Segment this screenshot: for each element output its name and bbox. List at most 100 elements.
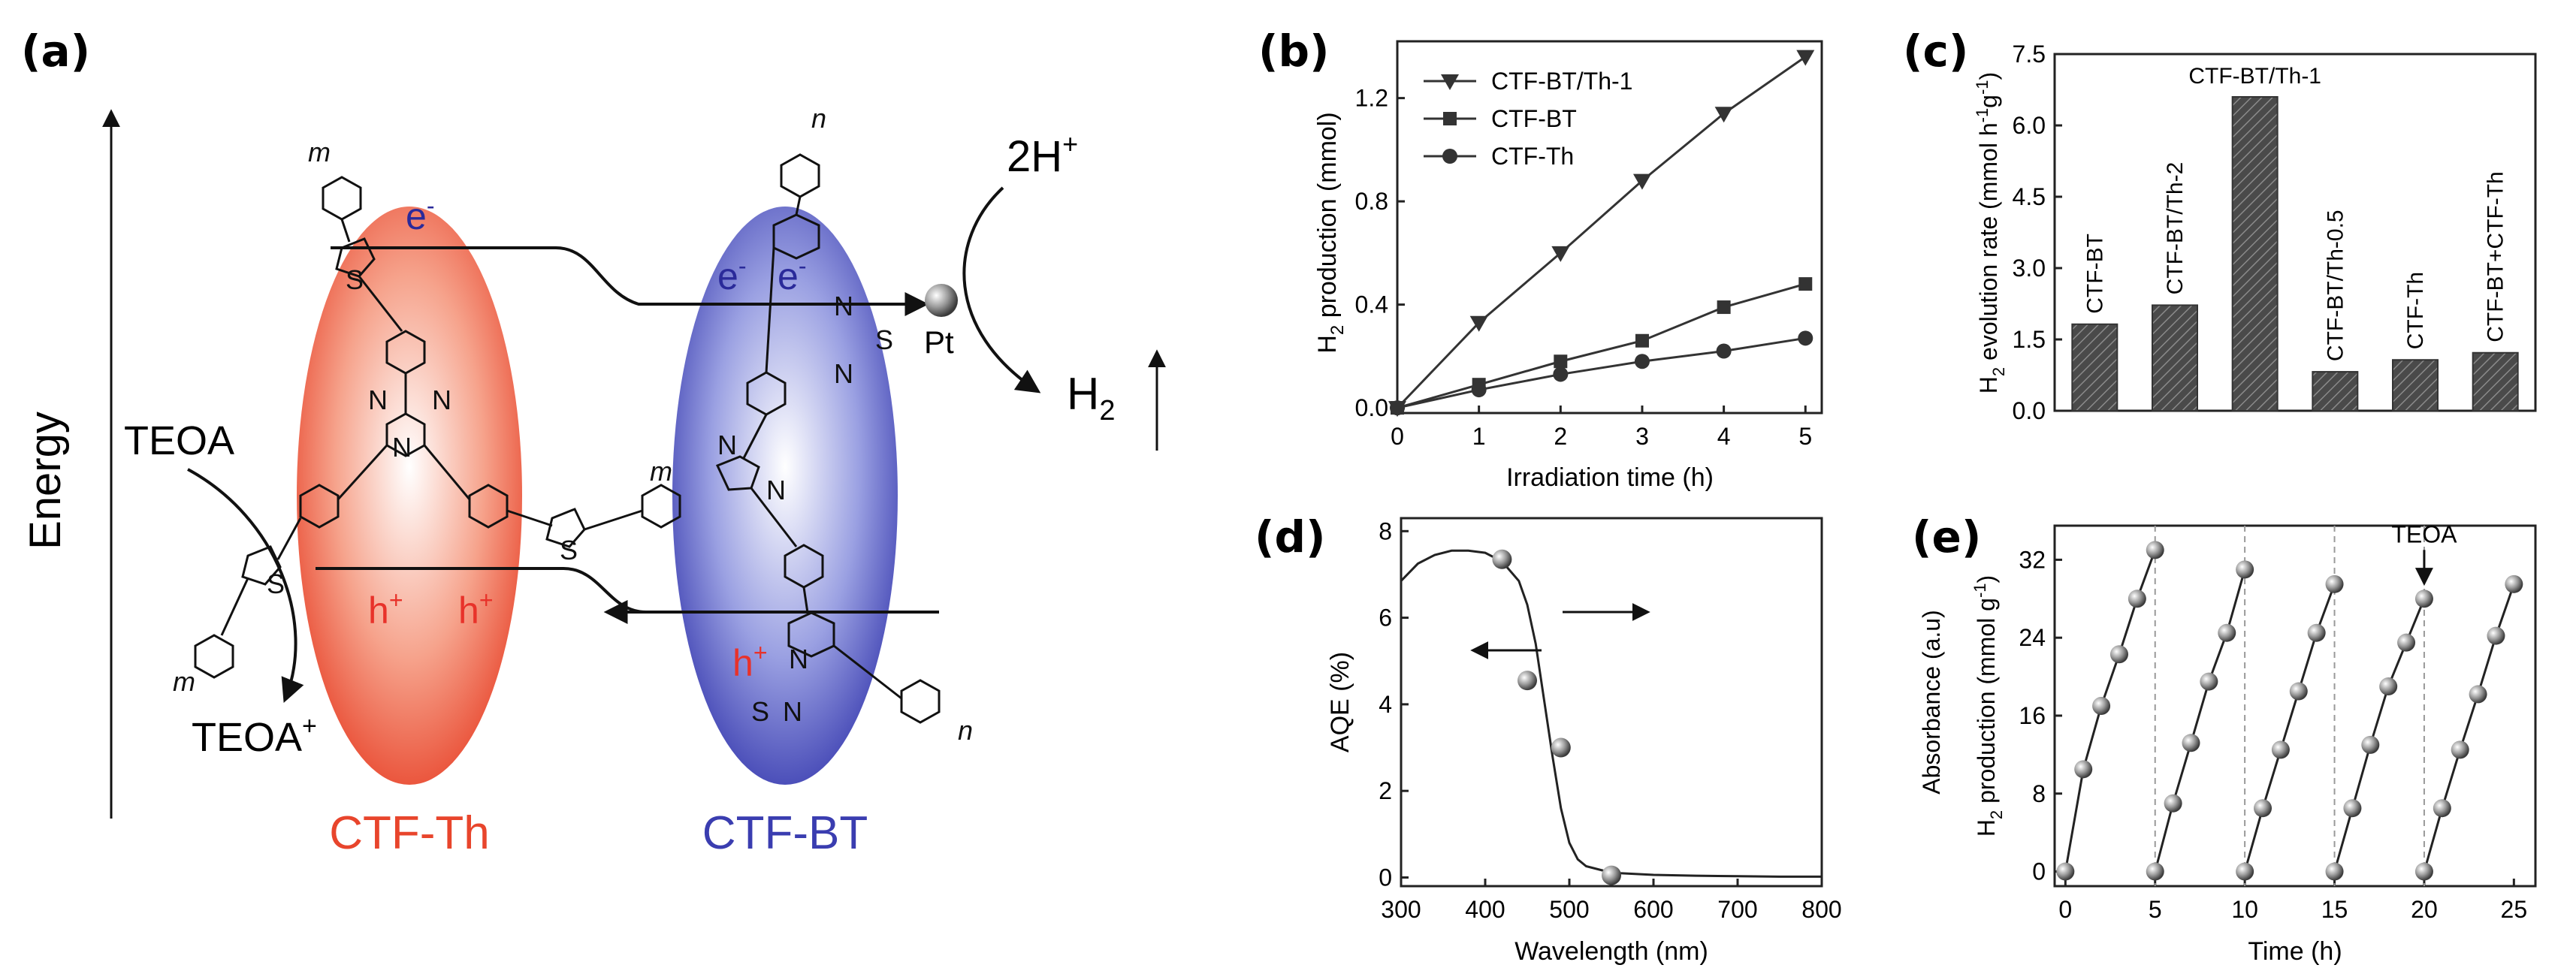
chart-e-point [2236,862,2254,881]
chart-e-point [2469,685,2487,704]
chart-d-xtick-label: 800 [1801,896,1841,923]
chart-e-point [2182,734,2200,752]
panel-e-label: (e) [1912,511,1981,562]
hole-label-3: h+ [732,639,768,684]
repeat-n-1: n [811,103,826,134]
chart-d-ytick-label: 4 [1379,691,1392,718]
chart-b-point [1390,400,1405,416]
chart-e-xlabel: Time (h) [2248,937,2342,966]
chart-e-xtick-label: 25 [2501,896,2528,923]
pt-particle [925,284,958,317]
energy-label: Energy [21,412,70,550]
chart-b-point [1469,315,1488,332]
chart-b-xtick-label: 3 [1635,423,1649,450]
panel-d-label: (d) [1255,511,1326,562]
chart-d-frame [1400,517,1823,888]
chart-e-ytick-label: 8 [2032,780,2046,807]
chart-e-point [2236,560,2254,579]
chart-c-bar [2392,359,2439,412]
chart-c-bar-label: CTF-Th [2403,272,2428,349]
chart-c-bar [2312,371,2359,412]
chart-b-point [1798,330,1813,346]
chart-e-point [2218,623,2236,642]
chart-b-xtick-label: 2 [1554,423,1567,450]
chart-e-point [2451,740,2469,759]
chart-b-series-line [1396,56,1807,409]
chart-e-xtick-label: 0 [2058,896,2072,923]
chart-b-series-line [1397,282,1806,409]
chart-e-point [2414,590,2433,608]
chart-d-xtick-label: 400 [1465,896,1505,923]
chart-e-point [2146,541,2164,559]
electron-label-2: e- [717,252,746,297]
chart-b-xtick-label: 0 [1391,423,1404,450]
chart-e-point [2128,590,2146,608]
atom-s-5: S [751,696,769,727]
chart-b-point [1553,366,1569,382]
chart-b-point [1632,173,1651,190]
electron-label-3: e- [778,252,806,297]
atom-n-1: N [368,384,388,415]
chart-d-xtick-label: 600 [1633,896,1673,923]
chart-b-xtick-label: 4 [1717,423,1731,450]
chart-c-bar [2071,323,2118,412]
chart-d-aqe-point [1551,737,1571,758]
chart-b-ytick-label: 0.8 [1355,188,1388,215]
chart-b-legend-marker [1443,112,1457,125]
chart-b-legend-label: CTF-Th [1491,143,1574,170]
atom-n-3: N [392,432,412,463]
chart-e-xtick-label: 5 [2149,896,2162,923]
hole-label-1: h+ [368,587,403,632]
chart-d-ytick-label: 2 [1379,777,1392,804]
atom-n-5: N [766,475,786,505]
chart-d-xtick-label: 300 [1381,896,1421,923]
hole-label-2: h+ [458,587,494,632]
chart-c-ytick-label: 4.5 [2013,183,2046,210]
chart-b-point [1551,246,1570,262]
atom-s-4: S [875,324,893,355]
repeat-n-2: n [958,715,973,746]
teoa-plus-label: TEOA+ [192,712,317,760]
chart-e-ytick-label: 0 [2032,858,2046,885]
chart-e-point [2307,623,2326,642]
chart-e-point [2146,862,2164,881]
chart-b-ytick-label: 0.4 [1355,291,1388,318]
chart-e-point [2200,672,2218,691]
chart-e-annotation-label: TEOA [2391,520,2457,547]
chart-d-aqe-point [1492,549,1512,569]
chart-e-point [2056,862,2075,881]
chart-c-ylabel: H2 evolution rate (mmol h-1g-1) [1973,72,2008,394]
chart-e-point [2271,740,2290,759]
chart-e-point [2325,574,2344,593]
panel-c-chart: (c) 0.0 1.5 3.0 4.5 6.0 7.5 CTF-BT CTF-BT/Th-2… [1903,26,2537,424]
chart-b-point [1635,333,1649,348]
chart-e-point [2289,682,2308,701]
chart-e-ylabel: H2 production (mmol g-1) [1971,575,2006,837]
chart-c-ytick-label: 6.0 [2013,112,2046,139]
chart-e-ytick-label: 24 [2019,624,2046,651]
repeat-m-2: m [173,666,195,697]
two-h-plus-label: 2H+ [1007,128,1078,181]
chart-d-ytick-label: 8 [1379,517,1392,544]
chart-e-point [2505,574,2523,593]
chart-b-legend-label: CTF-BT/Th-1 [1491,68,1632,95]
chart-e-point [2109,645,2128,664]
chart-c-bar [2231,96,2279,412]
chart-e-point [2343,799,2362,818]
atom-n-8: N [789,644,808,674]
chart-e-point [2361,735,2380,754]
chart-b-point [1798,277,1813,291]
chart-d-absorbance-curve [1400,549,1822,878]
chart-e-point [2433,799,2451,818]
chart-b-plot: 0 1 2 3 4 5 0.0 0.4 0.8 1.2 CTF-BT/Th-1 CTF-BT CTF-… [1355,40,1823,450]
chart-e-absorbance-ylabel: Absorbance (a.u) [1918,610,1945,794]
panel-c-label: (c) [1903,26,1968,77]
atom-n-2: N [432,384,451,415]
ctf-th-label: CTF-Th [329,807,490,859]
chart-e-point [2092,697,2111,715]
chart-b-point [1716,343,1732,359]
chart-e-xtick-label: 15 [2321,896,2348,923]
chart-d-ytick-label: 6 [1379,605,1392,632]
chart-b-series-line [1397,336,1806,409]
electron-label-1: e- [406,192,434,237]
